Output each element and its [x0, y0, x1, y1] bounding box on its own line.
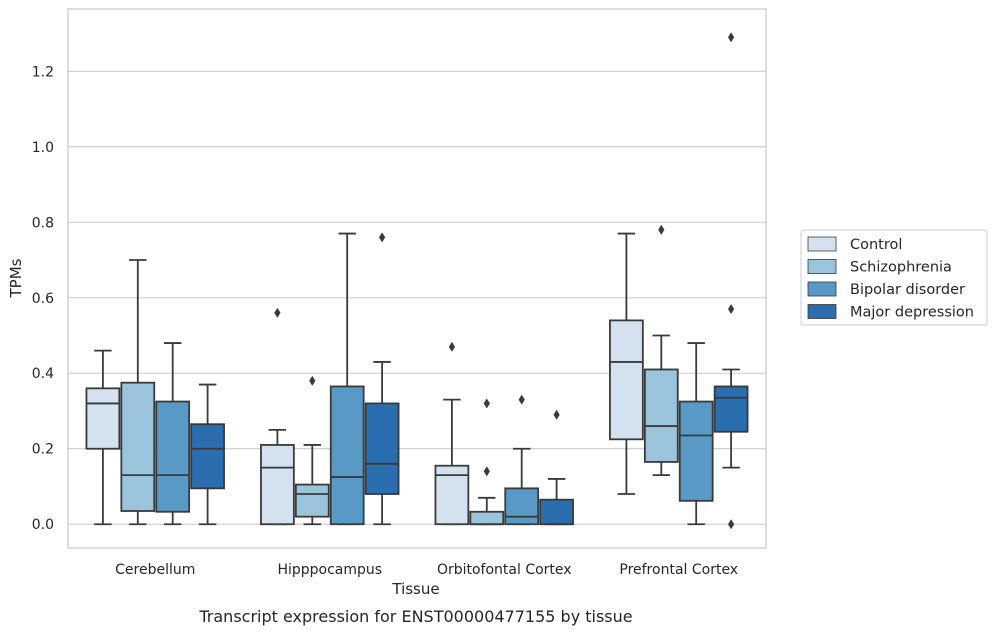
box	[504, 394, 540, 526]
box-body	[643, 368, 679, 463]
y-tick-labels: 0.0 0.2 0.4 0.6 0.8 1.0 1.2	[32, 64, 54, 533]
box-body	[329, 385, 365, 526]
box-body	[504, 487, 540, 526]
box-body	[678, 400, 714, 502]
legend-swatch	[807, 236, 837, 252]
box-body	[713, 385, 749, 433]
box	[155, 342, 191, 526]
y-tick-label: 0.2	[32, 442, 54, 458]
legend: Control Schizophrenia Bipolar disorder Majo…	[800, 229, 988, 326]
box-body	[609, 319, 644, 441]
x-tick-label: Orbitofontal Cortex	[437, 562, 572, 578]
legend-frame	[800, 229, 988, 326]
box-body	[539, 498, 574, 526]
box-body	[155, 400, 191, 513]
y-axis-label: TPMs	[7, 258, 25, 298]
box	[434, 341, 470, 526]
box	[85, 349, 121, 526]
box	[678, 342, 714, 526]
series-bipolar-disorder	[155, 232, 714, 526]
box-body	[120, 381, 156, 512]
legend-label: Bipolar disorder	[850, 282, 965, 298]
outlier-point	[727, 303, 735, 315]
box	[469, 398, 505, 526]
x-tick-label: Cerebellum	[115, 562, 195, 578]
outlier-point	[309, 375, 316, 386]
box	[294, 375, 330, 526]
y-tick-label: 0.8	[32, 215, 54, 231]
plot-frame	[67, 8, 767, 549]
y-tick-label: 1.2	[32, 64, 54, 80]
legend-swatch	[807, 281, 837, 297]
box	[364, 232, 400, 526]
outlier-point	[483, 398, 490, 409]
outlier-point	[274, 307, 281, 318]
x-axis-label: Tissue	[391, 580, 439, 598]
legend-label: Major depression	[850, 305, 974, 321]
legend-label: Control	[850, 237, 902, 253]
x-tick-label: Hipppocampus	[277, 562, 382, 578]
outlier-point	[483, 466, 490, 477]
legend-swatch	[807, 259, 837, 274]
legend-swatch	[807, 304, 837, 319]
box	[713, 32, 749, 530]
outlier-point	[378, 232, 386, 243]
box-body	[364, 402, 400, 495]
box	[643, 224, 679, 477]
figure-caption: Transcript expression for ENST0000047715…	[198, 607, 632, 626]
x-tick-labels: Cerebellum Hipppocampus Orbitofontal Corte…	[115, 562, 738, 578]
outlier-point	[448, 341, 456, 352]
outlier-point	[518, 394, 525, 405]
series-control	[85, 232, 644, 526]
box	[260, 307, 295, 526]
series-major-depression	[190, 32, 749, 530]
box	[190, 383, 225, 526]
x-tick-label: Prefrontal Cortex	[619, 562, 738, 578]
box-body	[260, 444, 295, 526]
box-body	[294, 483, 330, 518]
box	[609, 232, 644, 495]
outlier-point	[727, 32, 735, 43]
series-schizophrenia	[120, 224, 679, 526]
legend-label: Schizophrenia	[850, 260, 952, 276]
box	[120, 259, 156, 526]
box	[539, 409, 574, 526]
box-series	[85, 32, 749, 530]
outlier-point	[553, 409, 560, 420]
box	[329, 232, 365, 526]
outlier-point	[658, 224, 665, 235]
y-tick-label: 0.0	[32, 517, 54, 533]
box-body	[190, 423, 225, 490]
box-body	[85, 387, 121, 450]
y-tick-label: 0.4	[32, 366, 54, 382]
box-body	[469, 510, 505, 526]
y-tick-label: 1.0	[32, 140, 54, 156]
y-tick-label: 0.6	[32, 291, 54, 307]
outlier-point	[727, 519, 735, 530]
